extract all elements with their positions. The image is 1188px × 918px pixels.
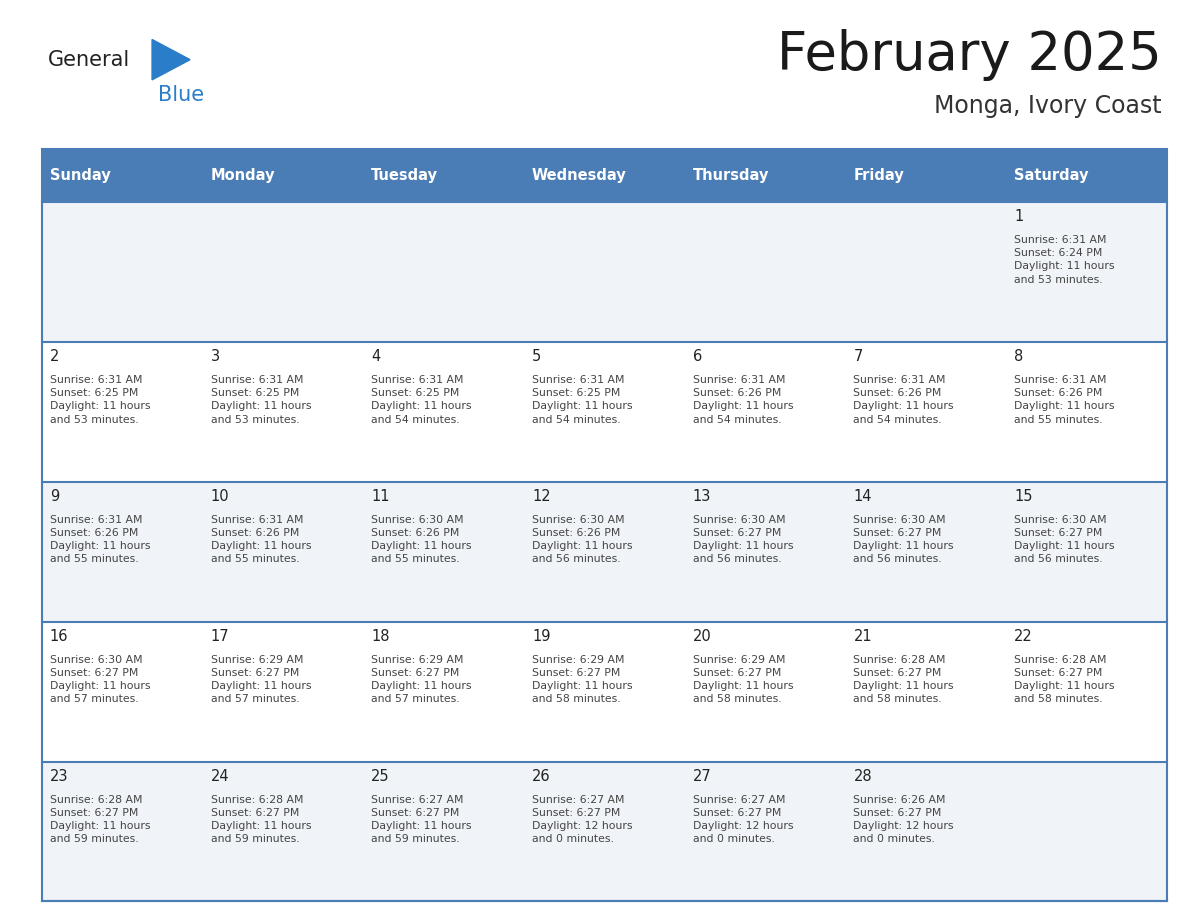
Bar: [42, 482, 1167, 621]
Bar: [42, 621, 1167, 762]
Text: Sunday: Sunday: [50, 168, 110, 183]
Text: Sunrise: 6:30 AM
Sunset: 6:27 PM
Daylight: 11 hours
and 56 minutes.: Sunrise: 6:30 AM Sunset: 6:27 PM Dayligh…: [1015, 515, 1114, 565]
Text: Sunrise: 6:29 AM
Sunset: 6:27 PM
Daylight: 11 hours
and 58 minutes.: Sunrise: 6:29 AM Sunset: 6:27 PM Dayligh…: [693, 655, 794, 704]
Text: Sunrise: 6:30 AM
Sunset: 6:26 PM
Daylight: 11 hours
and 56 minutes.: Sunrise: 6:30 AM Sunset: 6:26 PM Dayligh…: [532, 515, 632, 565]
Text: Sunrise: 6:31 AM
Sunset: 6:26 PM
Daylight: 11 hours
and 55 minutes.: Sunrise: 6:31 AM Sunset: 6:26 PM Dayligh…: [210, 515, 311, 565]
Text: 12: 12: [532, 489, 551, 504]
Text: 26: 26: [532, 769, 551, 784]
Text: 9: 9: [50, 489, 59, 504]
Text: Sunrise: 6:30 AM
Sunset: 6:27 PM
Daylight: 11 hours
and 56 minutes.: Sunrise: 6:30 AM Sunset: 6:27 PM Dayligh…: [693, 515, 794, 565]
Text: 23: 23: [50, 769, 69, 784]
Text: February 2025: February 2025: [777, 29, 1162, 81]
Text: 25: 25: [372, 769, 390, 784]
Text: 21: 21: [853, 629, 872, 644]
Text: Sunrise: 6:31 AM
Sunset: 6:26 PM
Daylight: 11 hours
and 54 minutes.: Sunrise: 6:31 AM Sunset: 6:26 PM Dayligh…: [693, 375, 794, 424]
Text: Sunrise: 6:31 AM
Sunset: 6:25 PM
Daylight: 11 hours
and 54 minutes.: Sunrise: 6:31 AM Sunset: 6:25 PM Dayligh…: [372, 375, 472, 424]
Text: Sunrise: 6:27 AM
Sunset: 6:27 PM
Daylight: 12 hours
and 0 minutes.: Sunrise: 6:27 AM Sunset: 6:27 PM Dayligh…: [693, 795, 794, 845]
Text: 15: 15: [1015, 489, 1032, 504]
Text: Friday: Friday: [853, 168, 904, 183]
Text: 2: 2: [50, 349, 59, 364]
Text: 16: 16: [50, 629, 69, 644]
Text: Sunrise: 6:31 AM
Sunset: 6:26 PM
Daylight: 11 hours
and 55 minutes.: Sunrise: 6:31 AM Sunset: 6:26 PM Dayligh…: [1015, 375, 1114, 424]
Bar: [42, 149, 1167, 202]
Text: 5: 5: [532, 349, 542, 364]
Text: 19: 19: [532, 629, 550, 644]
Text: 27: 27: [693, 769, 712, 784]
Text: 10: 10: [210, 489, 229, 504]
Text: Sunrise: 6:26 AM
Sunset: 6:27 PM
Daylight: 12 hours
and 0 minutes.: Sunrise: 6:26 AM Sunset: 6:27 PM Dayligh…: [853, 795, 954, 845]
Text: Sunrise: 6:30 AM
Sunset: 6:27 PM
Daylight: 11 hours
and 57 minutes.: Sunrise: 6:30 AM Sunset: 6:27 PM Dayligh…: [50, 655, 151, 704]
Text: Sunrise: 6:30 AM
Sunset: 6:27 PM
Daylight: 11 hours
and 56 minutes.: Sunrise: 6:30 AM Sunset: 6:27 PM Dayligh…: [853, 515, 954, 565]
Text: Sunrise: 6:28 AM
Sunset: 6:27 PM
Daylight: 11 hours
and 59 minutes.: Sunrise: 6:28 AM Sunset: 6:27 PM Dayligh…: [210, 795, 311, 845]
Text: 18: 18: [372, 629, 390, 644]
Text: Monga, Ivory Coast: Monga, Ivory Coast: [934, 94, 1162, 118]
Text: Sunrise: 6:28 AM
Sunset: 6:27 PM
Daylight: 11 hours
and 59 minutes.: Sunrise: 6:28 AM Sunset: 6:27 PM Dayligh…: [50, 795, 151, 845]
Text: Sunrise: 6:29 AM
Sunset: 6:27 PM
Daylight: 11 hours
and 58 minutes.: Sunrise: 6:29 AM Sunset: 6:27 PM Dayligh…: [532, 655, 632, 704]
Text: Sunrise: 6:31 AM
Sunset: 6:26 PM
Daylight: 11 hours
and 55 minutes.: Sunrise: 6:31 AM Sunset: 6:26 PM Dayligh…: [50, 515, 151, 565]
Text: 4: 4: [372, 349, 380, 364]
Text: 13: 13: [693, 489, 712, 504]
Text: Wednesday: Wednesday: [532, 168, 627, 183]
Text: 11: 11: [372, 489, 390, 504]
Text: 7: 7: [853, 349, 862, 364]
Text: 17: 17: [210, 629, 229, 644]
Text: 28: 28: [853, 769, 872, 784]
Bar: [42, 341, 1167, 482]
Bar: [42, 202, 1167, 341]
Text: Monday: Monday: [210, 168, 276, 183]
Bar: [42, 762, 1167, 901]
Text: Sunrise: 6:29 AM
Sunset: 6:27 PM
Daylight: 11 hours
and 57 minutes.: Sunrise: 6:29 AM Sunset: 6:27 PM Dayligh…: [210, 655, 311, 704]
Text: Blue: Blue: [158, 84, 204, 105]
Text: Thursday: Thursday: [693, 168, 769, 183]
Text: Sunrise: 6:31 AM
Sunset: 6:25 PM
Daylight: 11 hours
and 54 minutes.: Sunrise: 6:31 AM Sunset: 6:25 PM Dayligh…: [532, 375, 632, 424]
Text: Saturday: Saturday: [1015, 168, 1088, 183]
Text: Sunrise: 6:28 AM
Sunset: 6:27 PM
Daylight: 11 hours
and 58 minutes.: Sunrise: 6:28 AM Sunset: 6:27 PM Dayligh…: [853, 655, 954, 704]
Text: Sunrise: 6:27 AM
Sunset: 6:27 PM
Daylight: 11 hours
and 59 minutes.: Sunrise: 6:27 AM Sunset: 6:27 PM Dayligh…: [372, 795, 472, 845]
Text: 8: 8: [1015, 349, 1024, 364]
Text: Sunrise: 6:29 AM
Sunset: 6:27 PM
Daylight: 11 hours
and 57 minutes.: Sunrise: 6:29 AM Sunset: 6:27 PM Dayligh…: [372, 655, 472, 704]
Text: Sunrise: 6:28 AM
Sunset: 6:27 PM
Daylight: 11 hours
and 58 minutes.: Sunrise: 6:28 AM Sunset: 6:27 PM Dayligh…: [1015, 655, 1114, 704]
Text: General: General: [48, 50, 129, 70]
Text: 14: 14: [853, 489, 872, 504]
Text: 22: 22: [1015, 629, 1032, 644]
Polygon shape: [152, 39, 190, 80]
Text: Sunrise: 6:31 AM
Sunset: 6:24 PM
Daylight: 11 hours
and 53 minutes.: Sunrise: 6:31 AM Sunset: 6:24 PM Dayligh…: [1015, 235, 1114, 285]
Text: Sunrise: 6:27 AM
Sunset: 6:27 PM
Daylight: 12 hours
and 0 minutes.: Sunrise: 6:27 AM Sunset: 6:27 PM Dayligh…: [532, 795, 632, 845]
Bar: [42, 149, 1167, 901]
Text: 6: 6: [693, 349, 702, 364]
Text: Sunrise: 6:31 AM
Sunset: 6:26 PM
Daylight: 11 hours
and 54 minutes.: Sunrise: 6:31 AM Sunset: 6:26 PM Dayligh…: [853, 375, 954, 424]
Text: 3: 3: [210, 349, 220, 364]
Text: Sunrise: 6:31 AM
Sunset: 6:25 PM
Daylight: 11 hours
and 53 minutes.: Sunrise: 6:31 AM Sunset: 6:25 PM Dayligh…: [50, 375, 151, 424]
Text: 24: 24: [210, 769, 229, 784]
Text: 20: 20: [693, 629, 712, 644]
Text: Tuesday: Tuesday: [372, 168, 438, 183]
Text: Sunrise: 6:30 AM
Sunset: 6:26 PM
Daylight: 11 hours
and 55 minutes.: Sunrise: 6:30 AM Sunset: 6:26 PM Dayligh…: [372, 515, 472, 565]
Text: Sunrise: 6:31 AM
Sunset: 6:25 PM
Daylight: 11 hours
and 53 minutes.: Sunrise: 6:31 AM Sunset: 6:25 PM Dayligh…: [210, 375, 311, 424]
Text: 1: 1: [1015, 209, 1024, 224]
